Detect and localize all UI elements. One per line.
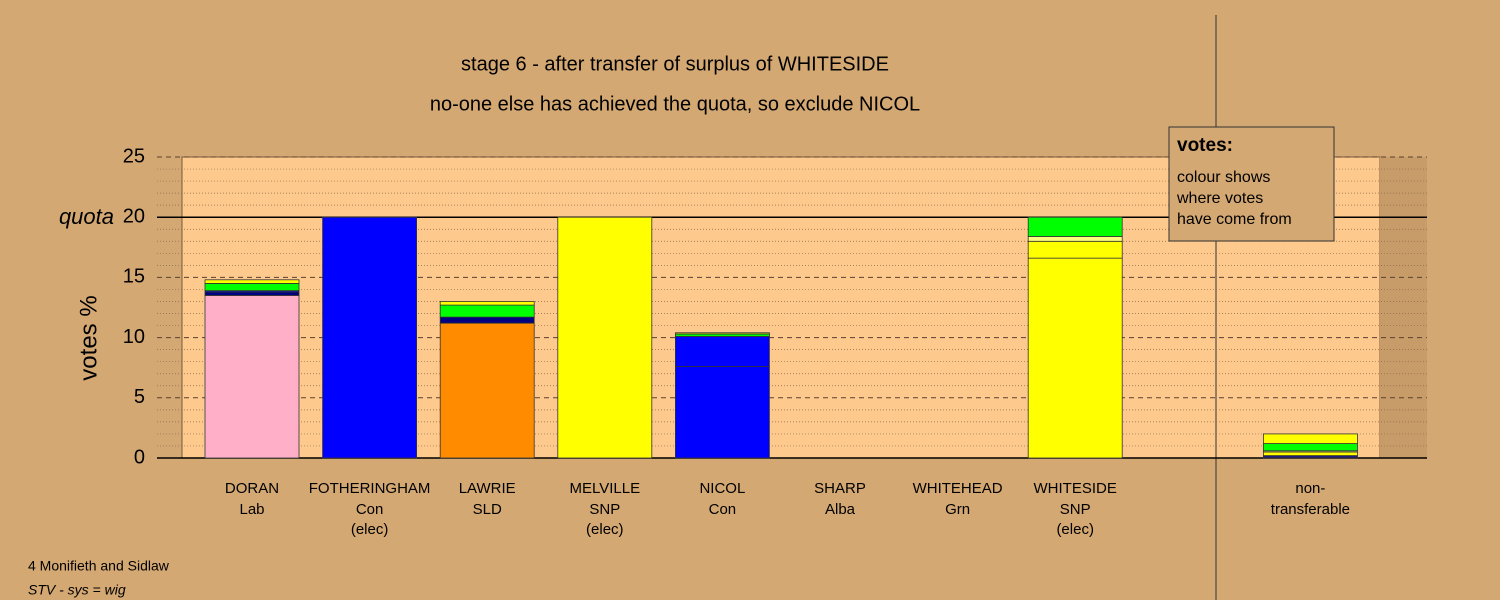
x-tick-label: (elec) xyxy=(1056,521,1094,538)
x-tick-label: SLD xyxy=(473,501,502,518)
y-tick-label: 20 xyxy=(123,205,145,227)
y-tick-label: 15 xyxy=(123,266,145,288)
y-tick-label: 0 xyxy=(134,446,145,468)
chart-title: stage 6 - after transfer of surplus of W… xyxy=(461,53,889,75)
bar-segment xyxy=(1027,236,1123,242)
bar-segment xyxy=(439,301,535,306)
x-tick-label: NICOL xyxy=(699,480,745,497)
legend-text: where votes xyxy=(1176,190,1263,207)
bar-segment xyxy=(204,283,300,292)
y-axis-label: votes % xyxy=(75,295,102,380)
x-tick-label: Grn xyxy=(945,501,970,518)
x-tick-label: SNP xyxy=(589,501,620,518)
bar-segment xyxy=(204,291,300,296)
bar-segment xyxy=(1263,443,1358,452)
bar-segment xyxy=(1027,257,1123,459)
bar-segment xyxy=(675,332,770,335)
x-tick-label: WHITESIDE xyxy=(1034,480,1117,497)
chart-subtitle: no-one else has achieved the quota, so e… xyxy=(430,93,920,115)
bar-segment xyxy=(1263,433,1358,444)
x-tick-label: Lab xyxy=(239,501,264,518)
x-tick-label: WHITEHEAD xyxy=(913,480,1003,497)
bar-segment xyxy=(439,304,535,318)
x-tick-label: Con xyxy=(356,501,384,518)
y-tick-label: 5 xyxy=(134,386,145,408)
legend-text: have come from xyxy=(1177,211,1292,228)
x-tick-label: LAWRIE xyxy=(459,480,516,497)
plot-margin xyxy=(1380,157,1427,458)
bar-segment xyxy=(675,366,770,459)
x-tick-label: transferable xyxy=(1271,501,1350,518)
legend-text: colour shows xyxy=(1177,169,1270,186)
bar-segment xyxy=(1263,451,1358,456)
x-tick-label: MELVILLE xyxy=(570,480,641,497)
x-tick-label: SHARP xyxy=(814,480,866,497)
y-tick-label: 25 xyxy=(123,145,145,167)
x-tick-label: (elec) xyxy=(586,521,624,538)
bar-segment xyxy=(439,316,535,324)
bar-segment xyxy=(204,295,300,459)
x-tick-label: FOTHERINGHAM xyxy=(309,480,431,497)
x-tick-label: Alba xyxy=(825,501,856,518)
x-tick-label: non- xyxy=(1295,480,1325,497)
bar-segment xyxy=(1027,216,1123,237)
bar-segment xyxy=(675,335,770,367)
x-tick-label: Con xyxy=(709,501,737,518)
bar-segment xyxy=(557,216,653,459)
y-tick-label: 10 xyxy=(123,326,145,348)
legend-frame xyxy=(1168,126,1335,242)
x-tick-label: DORAN xyxy=(225,480,279,497)
x-tick-label: SNP xyxy=(1060,501,1091,518)
legend-title: votes: xyxy=(1177,135,1233,156)
bar-segment xyxy=(439,322,535,459)
footer-area: 4 Monifieth and Sidlaw xyxy=(28,558,170,574)
footer-system: STV - sys = wig xyxy=(28,582,126,598)
quota-label: quota xyxy=(59,204,114,229)
legend-box: votes: colour shows where votes have com… xyxy=(1168,126,1335,242)
x-tick-label: (elec) xyxy=(351,521,389,538)
bar-segment xyxy=(322,216,418,459)
bar-segment xyxy=(1027,240,1123,259)
bar-segment xyxy=(204,279,300,284)
